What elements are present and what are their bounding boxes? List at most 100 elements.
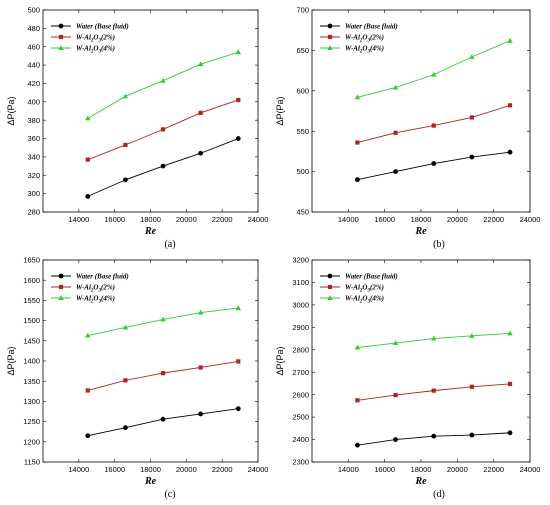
y-tick-label: 1550: [23, 296, 40, 305]
legend-entry: W-Al2O3(4%): [345, 295, 384, 305]
y-tick-label: 450: [296, 208, 309, 217]
y-tick-label: 3000: [292, 300, 309, 309]
legend-marker: [58, 23, 64, 29]
series-line: [87, 360, 239, 391]
data-point: [85, 433, 91, 439]
y-tick-label: 1300: [23, 397, 40, 406]
series-line: [87, 307, 239, 336]
x-tick-label: 22000: [483, 465, 504, 474]
data-point: [469, 154, 475, 160]
data-point: [160, 163, 166, 169]
x-tick-label: 18000: [140, 465, 161, 474]
data-point: [123, 142, 128, 148]
x-tick-label: 22000: [212, 215, 233, 224]
panel-label: (d): [433, 489, 445, 500]
x-tick-label: 22000: [483, 215, 504, 224]
legend-entry: W-Al2O3(2%): [76, 284, 115, 294]
panel-label: (b): [433, 239, 445, 250]
data-point: [235, 136, 241, 141]
series-2: [85, 97, 241, 162]
x-axis-label: Re: [144, 226, 157, 237]
chart-panel-3: 14000 16000 18000 20000 22000 24000 1150 1200 12…: [6, 256, 268, 500]
data-point: [393, 393, 398, 398]
data-point: [431, 161, 437, 166]
legend-marker: [327, 273, 333, 279]
legend-entry: W-Al2O3(4%): [76, 295, 115, 305]
data-point: [198, 365, 203, 370]
legend-marker: [327, 295, 333, 300]
data-point: [198, 411, 204, 417]
x-tick-label: 24000: [520, 215, 541, 224]
data-point: [236, 359, 241, 364]
y-tick-label: 650: [296, 46, 309, 55]
series-1: [355, 430, 513, 448]
y-tick-label: 600: [296, 86, 309, 95]
data-point: [235, 305, 241, 311]
data-point: [198, 150, 204, 156]
data-point: [236, 97, 241, 103]
y-tick-label: 1650: [23, 256, 40, 265]
y-tick-label: 1400: [23, 357, 40, 366]
data-point: [85, 157, 90, 162]
y-tick-label: 700: [296, 6, 309, 15]
data-point: [235, 49, 241, 55]
y-tick-label: 280: [27, 208, 40, 217]
x-tick-label: 16000: [104, 215, 125, 224]
legend-marker: [327, 23, 333, 29]
x-tick-label: 16000: [374, 465, 395, 474]
data-point: [392, 340, 399, 346]
x-tick-label: 16000: [104, 465, 125, 474]
y-tick-label: 500: [296, 167, 309, 176]
series-2: [355, 381, 513, 403]
y-tick-label: 2600: [292, 390, 309, 399]
y-tick-label: 440: [27, 61, 40, 70]
data-point: [355, 398, 360, 403]
x-tick-label: 14000: [338, 465, 359, 474]
x-axis-label: Re: [144, 476, 157, 487]
data-point: [123, 425, 128, 431]
data-point: [160, 77, 166, 83]
data-point: [160, 316, 166, 322]
chart-panel-4: 14000 16000 18000 20000 22000 24000 2300 2400 25…: [275, 256, 540, 500]
x-axis-label: Re: [414, 476, 427, 487]
data-point: [235, 406, 241, 412]
y-tick-label: 320: [27, 171, 40, 180]
series-2: [85, 359, 241, 393]
y-tick-label: 480: [27, 24, 40, 33]
x-tick-label: 20000: [176, 465, 197, 474]
chart-panel-1: 14000 16000 18000 20000 22000 24000 280 300 320 3…: [6, 6, 268, 250]
y-tick-label: 1350: [23, 377, 40, 386]
data-point: [431, 71, 437, 77]
legend-entry: Water (Base fluid): [76, 273, 129, 281]
legend-marker: [58, 284, 64, 290]
x-tick-label: 20000: [447, 215, 468, 224]
y-tick-label: 420: [27, 79, 40, 88]
y-tick-label: 2400: [292, 435, 309, 444]
y-tick-label: 2300: [292, 458, 309, 467]
x-tick-label: 20000: [447, 465, 468, 474]
y-tick-label: 3200: [292, 256, 309, 265]
x-tick-label: 20000: [176, 215, 197, 224]
panel-label: (a): [164, 239, 175, 250]
data-point: [393, 169, 398, 175]
legend-marker: [58, 45, 64, 50]
series-2: [355, 103, 513, 145]
data-point: [469, 54, 475, 59]
series-3: [85, 49, 241, 121]
y-tick-label: 340: [27, 153, 40, 162]
data-point: [123, 378, 128, 383]
y-tick-label: 3100: [292, 278, 309, 287]
legend-entry: W-Al2O3(4%): [345, 45, 384, 55]
data-point: [122, 93, 129, 99]
data-point: [355, 442, 360, 448]
x-tick-label: 24000: [520, 465, 541, 474]
data-point: [392, 84, 399, 90]
y-tick-label: 1200: [23, 437, 40, 446]
x-tick-label: 24000: [248, 215, 269, 224]
data-point: [469, 115, 474, 120]
legend-entry: W-Al2O3(2%): [76, 34, 115, 44]
data-point: [160, 127, 166, 132]
x-tick-label: 18000: [411, 465, 432, 474]
legend-entry: Water (Base fluid): [345, 23, 398, 31]
